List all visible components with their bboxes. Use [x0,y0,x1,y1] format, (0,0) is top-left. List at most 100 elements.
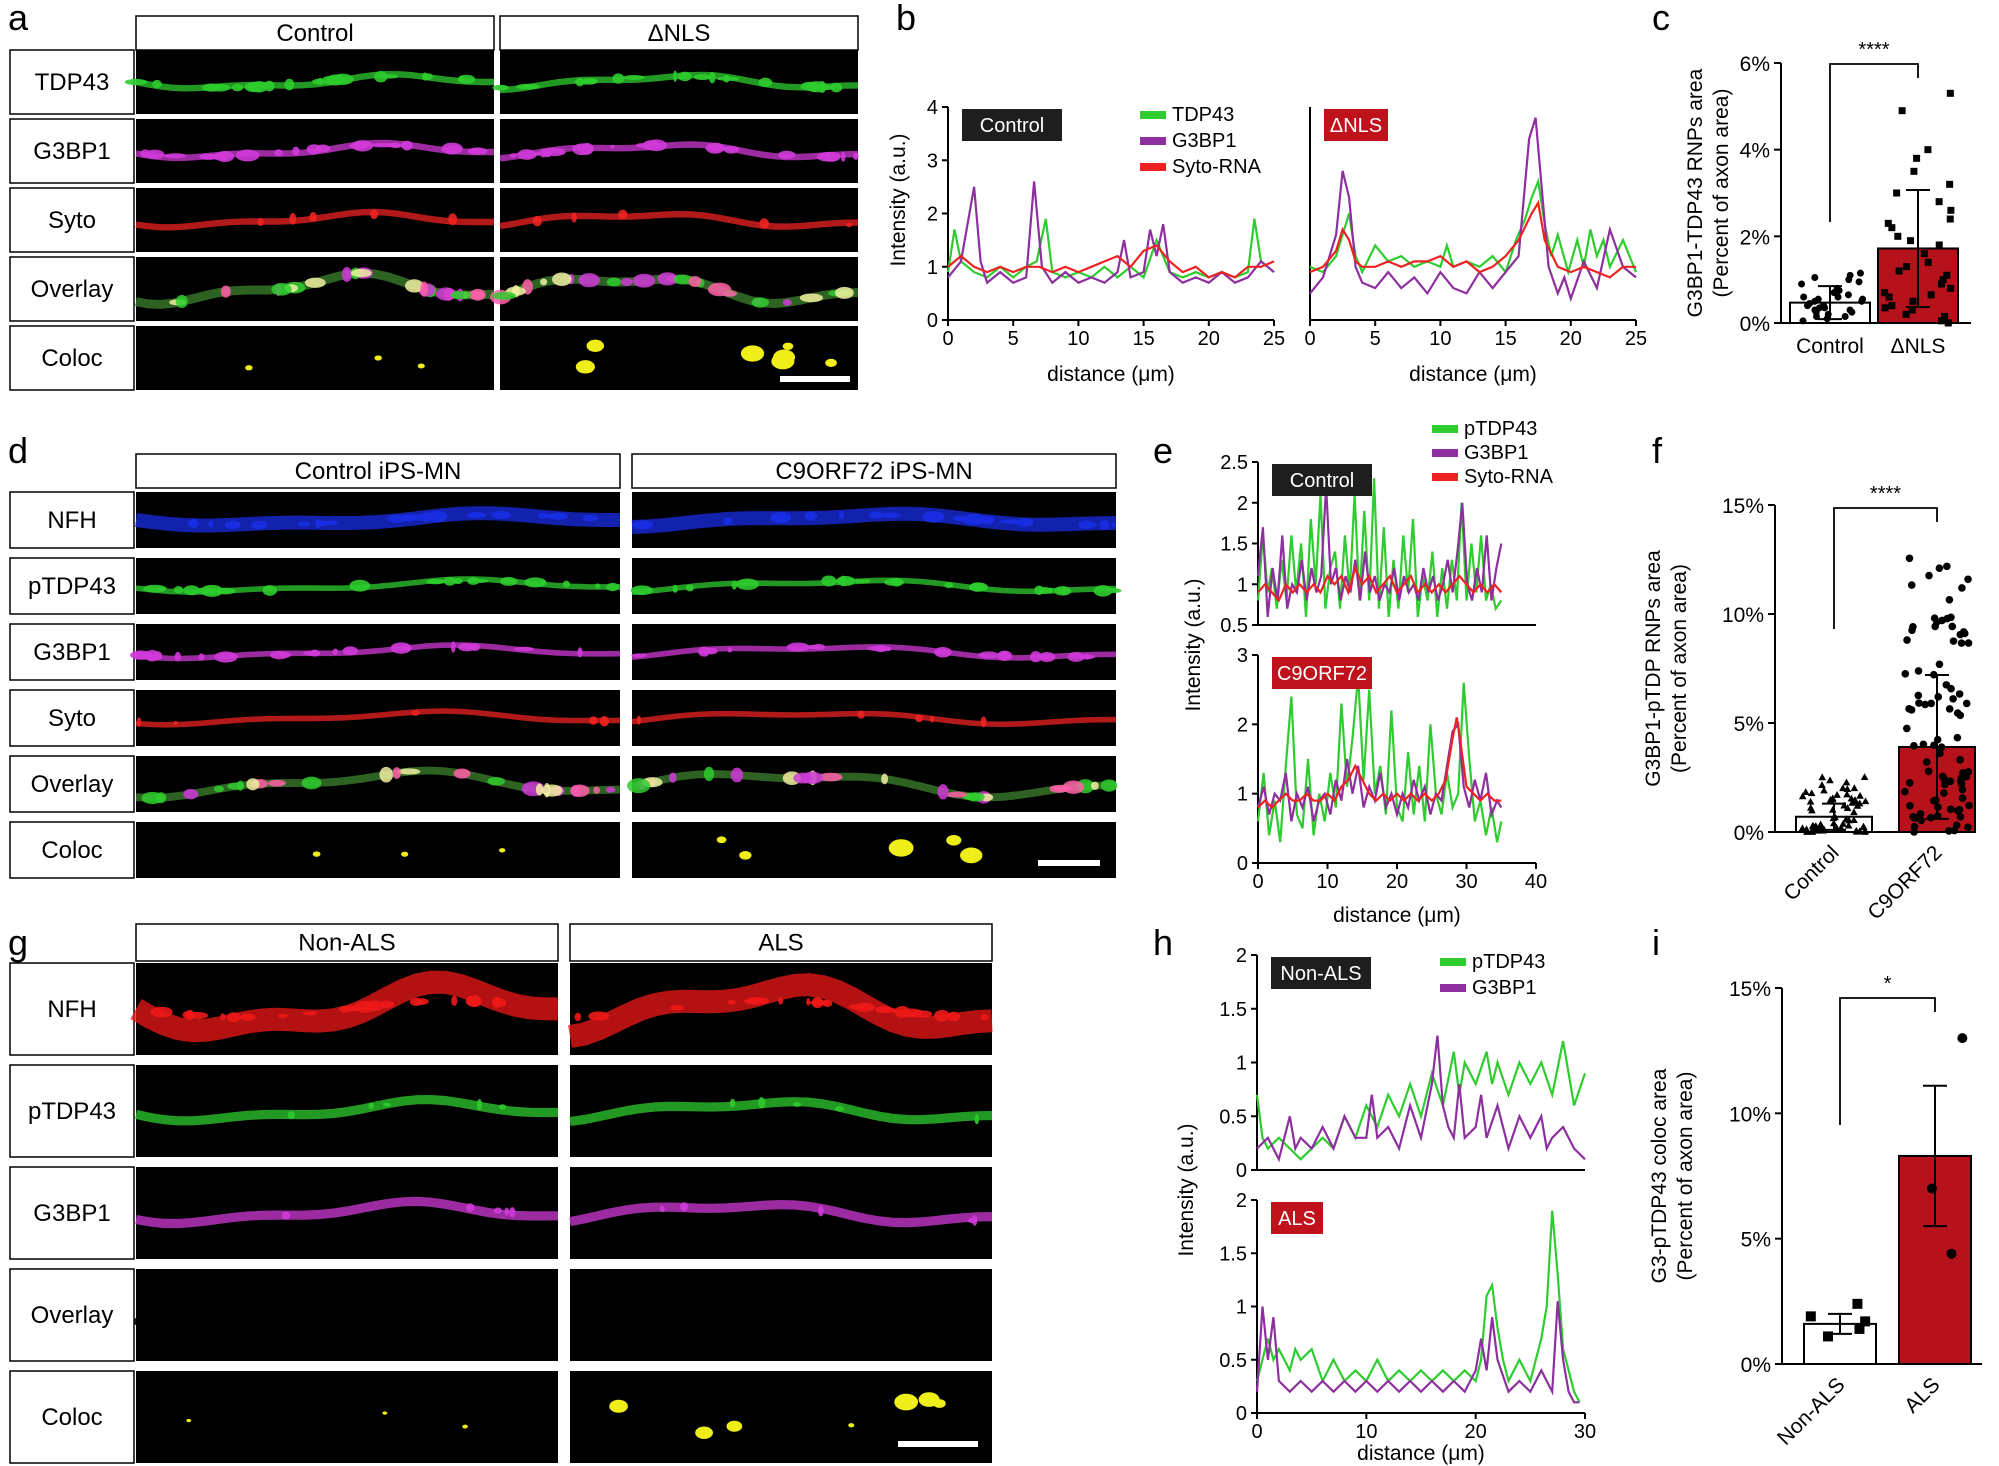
puncta [630,585,654,596]
panel-letter-f: f [1652,430,1663,471]
overlay-puncta [379,766,393,783]
puncta [967,1217,977,1224]
data-point [1962,699,1971,708]
puncta [457,642,476,652]
x-tick-label: 0 [942,328,953,350]
coloc-spot [825,358,837,367]
x-tick-label: 0 [1251,1421,1262,1443]
overlay-puncta [267,779,286,787]
coloc-spot [888,839,914,857]
image-grid-g: Non-ALS ALS NFH pTDP43 G3BP1 Overlay Coloc [9,923,993,1464]
puncta [846,222,853,228]
puncta [524,577,547,588]
puncta [279,652,292,658]
puncta [260,1312,268,1323]
micrograph-background [632,756,1116,812]
panel-letter-h: h [1153,922,1173,963]
overlay-puncta [213,785,225,793]
data-point [1947,613,1955,622]
data-point [1948,622,1957,631]
micrograph-background [500,188,858,252]
data-point [1949,637,1958,645]
puncta [414,998,429,1005]
row-label: pTDP43 [28,1098,116,1125]
y-tick-label: 10% [1722,604,1764,627]
puncta [452,578,459,584]
puncta [1078,520,1094,530]
micrograph-background [570,1167,992,1259]
puncta [1067,652,1085,662]
x-tick-label: 20 [1198,328,1220,350]
overlay-puncta [436,287,457,301]
y-tick-label: 0 [1236,1403,1247,1425]
data-point [1946,1248,1957,1259]
image-grid-d: Control iPS-MN C9ORF72 iPS-MN NFH pTDP43 G3B… [9,453,1122,879]
data-point [1964,767,1973,776]
puncta [778,150,796,160]
data-point [1946,89,1954,97]
data-point [1822,1331,1833,1342]
x-tick-label: 10 [1429,328,1451,350]
data-point [1927,813,1935,822]
data-point [1910,167,1918,175]
puncta [494,998,507,1007]
data-point [1955,690,1964,698]
puncta [428,510,448,523]
data-point [1816,820,1825,828]
data-point [1888,224,1896,232]
data-point [1800,293,1808,301]
y-tick-label: 1 [1236,1053,1247,1075]
scale-bar [1038,860,1100,866]
coloc-spot [893,846,901,852]
significance-label: **** [1870,483,1901,505]
puncta [152,651,163,661]
coloc-spot [186,1418,192,1423]
row-label-box [9,1268,135,1362]
puncta [856,579,871,584]
coloc-spot [382,1411,388,1415]
data-point [1901,670,1910,678]
data-point [1850,816,1858,824]
coloc-spot [848,1423,855,1428]
series-line-g3bp1 [1256,1035,1586,1163]
coloc-spot [716,836,727,844]
data-point [1852,1298,1863,1309]
data-point [1922,758,1931,766]
series-line-g3bp1 [947,181,1275,285]
y-axis-label: G3-pTDP43 coloc area [1648,1068,1671,1283]
coloc-spot [960,847,983,864]
significance-label: **** [1858,39,1889,61]
overlay-puncta [627,778,651,794]
row-label-box [9,689,135,747]
y-tick-label: 3 [927,150,938,172]
column-header-box [135,453,621,489]
legend-label: G3BP1 [1464,442,1528,464]
axon-shape [569,1097,993,1127]
puncta [727,999,736,1005]
overlay-puncta [351,268,372,278]
data-point [1854,1323,1865,1334]
puncta [705,145,729,152]
data-point [1903,636,1911,644]
overlay-puncta [392,767,401,779]
puncta [224,520,241,530]
puncta [735,578,760,590]
puncta [1038,586,1051,594]
puncta [476,1099,482,1111]
series-line-syto-rna [1257,564,1503,603]
puncta [539,148,548,158]
data-point [1930,741,1938,750]
puncta [885,646,892,652]
data-point [1902,310,1910,318]
puncta [495,1312,503,1318]
puncta [262,585,278,596]
puncta [208,83,231,92]
data-point [1818,773,1827,781]
y-tick-label: 2 [1236,945,1247,967]
puncta [818,1000,823,1006]
data-point [1843,790,1851,798]
column-header-box [631,453,1117,489]
puncta [133,1317,140,1326]
significance-bracket [1833,507,1938,629]
puncta [173,720,178,726]
